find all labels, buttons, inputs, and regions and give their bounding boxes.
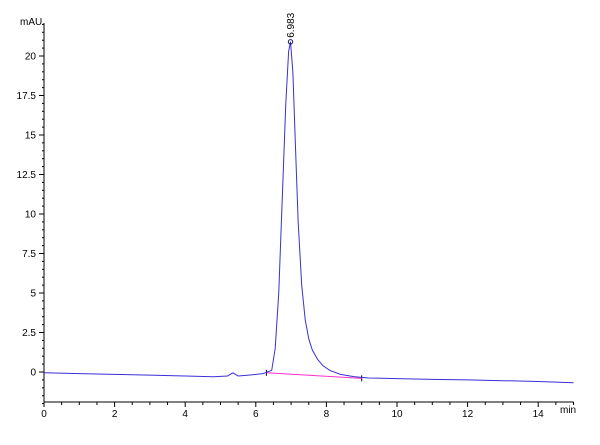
x-tick-label: 14 [533,409,545,420]
y-tick-label: 17.5 [17,91,37,102]
y-axis-label: mAU [20,17,42,28]
x-tick-label: 10 [391,409,403,420]
x-axis-label: min [560,405,576,416]
y-tick-label: 2.5 [22,328,36,339]
x-tick-label: 4 [182,409,188,420]
y-tick-label: 0 [30,368,36,379]
y-tick-label: 5 [30,289,36,300]
integration-baseline [266,372,362,379]
signal-trace [43,41,574,384]
x-tick-label: 12 [462,409,474,420]
y-tick-label: 15 [25,131,37,142]
x-tick-label: 8 [324,409,330,420]
y-tick-label: 12.5 [17,170,37,181]
x-tick-label: 2 [112,409,118,420]
peak-label: 6.983 [286,12,297,37]
x-tick-label: 6 [253,409,259,420]
peak-marker [287,39,294,45]
y-tick-label: 10 [25,210,37,221]
y-tick-label: 20 [25,52,37,63]
y-tick-label: 7.5 [22,249,36,260]
x-tick-label: 0 [41,409,47,420]
